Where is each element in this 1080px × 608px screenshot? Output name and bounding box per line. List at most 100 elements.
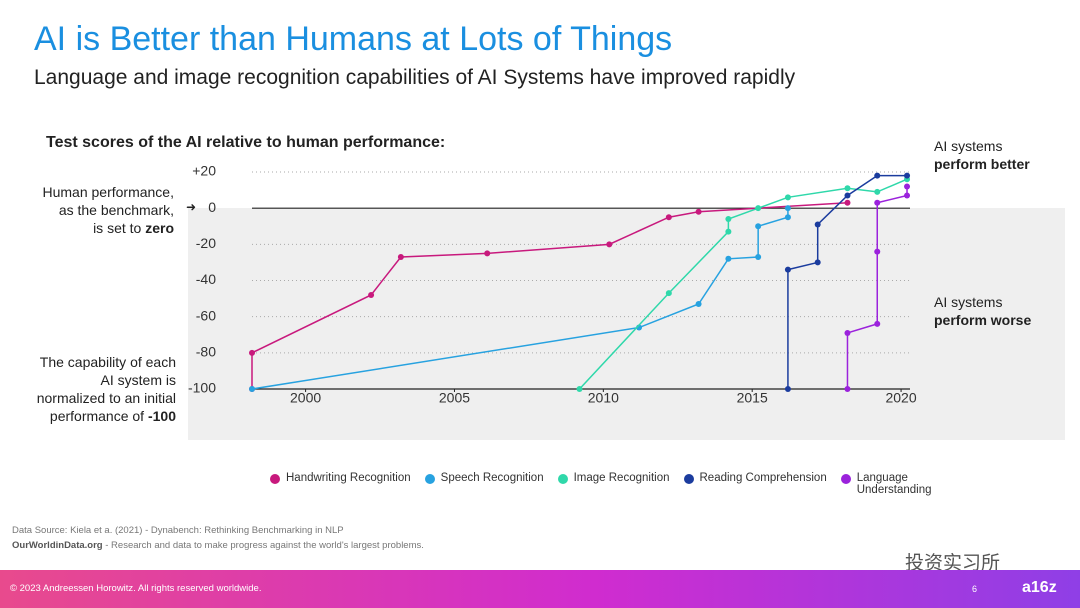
point [484, 250, 491, 257]
point [874, 199, 881, 206]
point [904, 172, 911, 179]
x-tick-label: 2000 [290, 390, 321, 406]
y-tick-label: -20 [196, 235, 216, 251]
legend-swatch [840, 474, 851, 484]
point [844, 386, 851, 392]
legend-label: Handwriting Recognition [286, 472, 411, 484]
legend-item: Speech Recognition [424, 472, 544, 496]
point [844, 185, 851, 192]
point [784, 266, 791, 273]
legend-label: Language Understanding [856, 472, 932, 496]
note-line: as the benchmark, [58, 202, 174, 218]
point [249, 386, 255, 392]
y-tick-label: -40 [196, 271, 216, 287]
point [874, 320, 881, 327]
logo: a16z [1022, 579, 1057, 596]
source-site: OurWorldinData.org - Research and data t… [12, 540, 424, 551]
y-tick-label: -60 [196, 307, 216, 323]
copyright: © 2023 Andreessen Horowitz. All rights r… [10, 583, 262, 594]
point [844, 192, 851, 199]
legend-label: Image Recognition [573, 472, 670, 484]
point [874, 248, 881, 255]
note-line: AI systems [934, 294, 1003, 310]
chart-title: Test scores of the AI relative to human … [46, 134, 446, 151]
y-tick-label: 0 [208, 199, 216, 215]
subtitle: Language and image recognition capabilit… [34, 66, 796, 89]
point [784, 214, 791, 221]
point [814, 259, 821, 266]
point [844, 329, 851, 336]
legend-swatch [683, 474, 694, 484]
better-note: AI systems perform better [934, 137, 1030, 173]
point [725, 228, 732, 235]
legend: Handwriting Recognition Speech Recognitio… [270, 472, 937, 496]
legend-swatch [270, 474, 280, 484]
note-line: AI system is [100, 372, 176, 388]
footer: © 2023 Andreessen Horowitz. All rights r… [0, 570, 1080, 608]
legend-swatch [424, 474, 435, 484]
worse-note: AI systems perform worse [934, 293, 1031, 329]
point [665, 290, 672, 297]
note-line: AI systems [934, 138, 1003, 154]
point [695, 208, 702, 215]
legend-item: Reading Comprehension [683, 472, 827, 496]
page-number: 6 [972, 584, 978, 594]
note-text: performance of [49, 408, 145, 424]
point [784, 205, 791, 212]
legend-item: Language Understanding [840, 472, 937, 496]
below-human-area [188, 208, 1065, 440]
legend-label: Speech Recognition [440, 472, 544, 484]
note-line: The capability of each [39, 354, 176, 370]
watermark: 投资实习所 [905, 553, 1001, 574]
point [784, 194, 791, 201]
point [755, 253, 762, 260]
note-bold: perform worse [934, 312, 1032, 328]
x-tick-label: 2010 [588, 390, 619, 406]
x-tick-label: 2020 [885, 390, 916, 406]
series-line [251, 208, 789, 390]
point [784, 386, 791, 392]
y-tick-label: +20 [192, 163, 216, 179]
note-line: normalized to an initial [36, 390, 176, 406]
note-bold: perform better [934, 156, 1030, 172]
normalized-note: The capability of each AI system is norm… [37, 353, 176, 425]
point [249, 349, 255, 356]
point [874, 188, 881, 195]
note-line: performance of -100 [37, 407, 176, 425]
source: Data Source: Kiela et a. (2021) - Dynabe… [12, 525, 344, 536]
series-line [846, 186, 908, 389]
point [904, 192, 911, 199]
x-tick-label: 2015 [737, 390, 768, 406]
point [725, 216, 732, 223]
title: AI is Better than Humans at Lots of Thin… [34, 20, 673, 58]
note-line: Human performance, [42, 184, 174, 200]
point [874, 172, 881, 179]
point [665, 214, 672, 221]
site-desc: - Research and data to make progress aga… [102, 540, 424, 551]
x-tick-label: 2005 [439, 390, 470, 406]
legend-item: Image Recognition [557, 472, 670, 496]
legend-swatch [557, 474, 568, 484]
y-tick-label: -80 [196, 344, 216, 360]
point [606, 241, 613, 248]
arrow: ➜ [186, 200, 197, 214]
y-tick-label: -100 [188, 380, 216, 396]
note-text: is set to [93, 220, 142, 236]
site: OurWorldinData.org [12, 540, 103, 551]
legend-label: Reading Comprehension [699, 472, 827, 484]
point [844, 199, 851, 206]
note-bold: zero [145, 220, 174, 236]
point [904, 183, 911, 190]
point [755, 223, 762, 230]
benchmark-note: Human performance, as the benchmark, is … [42, 183, 174, 237]
series-line [578, 178, 908, 390]
point [725, 255, 732, 262]
point [695, 301, 702, 308]
legend-item: Handwriting Recognition [270, 472, 411, 496]
point [397, 253, 404, 260]
point [755, 205, 762, 212]
note-bold: -100 [147, 408, 176, 424]
note-line: is set to zero [42, 219, 174, 237]
